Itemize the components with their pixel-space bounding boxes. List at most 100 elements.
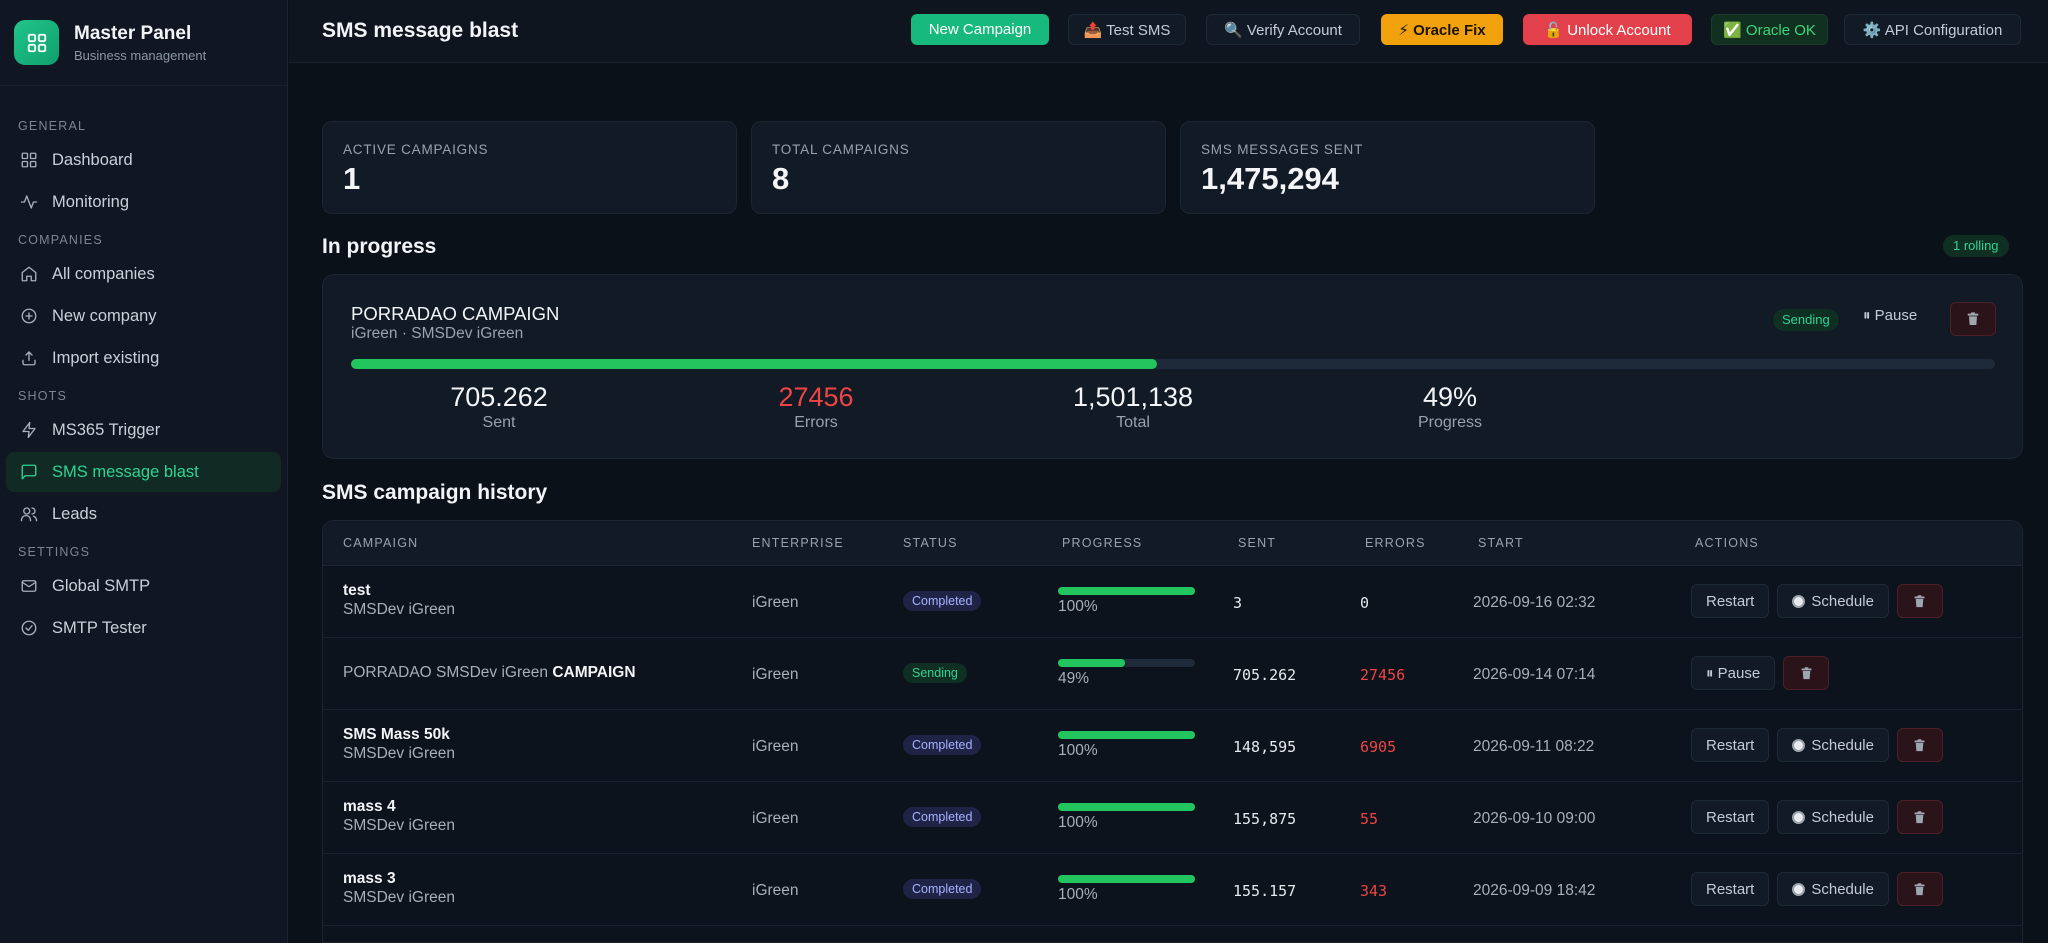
- delete-row-button[interactable]: [1783, 656, 1830, 690]
- schedule-button[interactable]: Schedule: [1777, 728, 1889, 762]
- restart-button[interactable]: Restart: [1691, 800, 1770, 834]
- sidebar-item-label: New company: [52, 306, 157, 325]
- table-row: mass 3 SMSDev iGreen iGreen Completed 100% 15…: [323, 854, 2022, 926]
- sent-cell: 155.157: [1233, 882, 1297, 900]
- metric-value: 27456: [778, 382, 854, 412]
- status-badge: Completed: [903, 735, 982, 755]
- column-header-sent: SENT: [1238, 536, 1277, 550]
- status-cell: Completed: [903, 735, 982, 755]
- progress-percent: 100%: [1058, 814, 1098, 831]
- schedule-button[interactable]: Schedule: [1777, 872, 1889, 906]
- status-badge: Completed: [903, 879, 982, 899]
- restart-button[interactable]: Restart: [1691, 728, 1770, 762]
- campaign-sub: SMSDev iGreen: [343, 745, 455, 762]
- metric-sent: 705.262 Sent: [349, 382, 649, 432]
- delete-row-button[interactable]: [1896, 728, 1943, 762]
- restart-button[interactable]: Restart: [1691, 872, 1770, 906]
- grid-icon: [21, 152, 37, 168]
- upload-icon: [22, 351, 36, 366]
- oracle-ok-button[interactable]: ✅ Oracle OK: [1711, 14, 1828, 45]
- column-header-progress: PROGRESS: [1062, 536, 1143, 550]
- sidebar-item-new-company[interactable]: New company: [6, 296, 281, 336]
- sidebar-item-ms365-trigger[interactable]: MS365 Trigger: [6, 410, 281, 450]
- new-campaign-button[interactable]: New Campaign: [911, 14, 1049, 45]
- column-header-status: STATUS: [903, 536, 958, 550]
- row-progress-bar: [1058, 659, 1195, 667]
- sidebar-item-sms-message-blast[interactable]: SMS message blast: [6, 452, 281, 492]
- column-header-errors: ERRORS: [1365, 536, 1426, 550]
- nav-section-label: SETTINGS: [18, 545, 91, 559]
- row-progress-bar: [1058, 587, 1195, 595]
- start-cell: 2026-09-09 18:42: [1473, 882, 1596, 899]
- sidebar-item-dashboard[interactable]: Dashboard: [6, 140, 281, 180]
- sidebar-item-leads[interactable]: Leads: [6, 494, 281, 534]
- start-cell: 2026-09-10 09:00: [1473, 810, 1596, 827]
- sidebar-item-all-companies[interactable]: All companies: [6, 254, 281, 294]
- activity-icon: [20, 195, 38, 209]
- unlock-account-button[interactable]: 🔓 Unlock Account: [1523, 14, 1692, 45]
- metric-value: 705.262: [450, 382, 548, 412]
- metric-value: 1,501,138: [1072, 382, 1194, 412]
- sidebar-item-import-existing[interactable]: Import existing: [6, 338, 281, 378]
- table-row: PORRADAO SMSDev iGreen CAMPAIGN iGreen Sen…: [323, 638, 2022, 710]
- sidebar-item-smtp-tester[interactable]: SMTP Tester: [6, 608, 281, 648]
- sidebar-item-monitoring[interactable]: Monitoring: [6, 182, 281, 222]
- trash-icon: [1914, 738, 1925, 751]
- stat-sms-sent: SMS MESSAGES SENT 1,475,294: [1180, 121, 1595, 214]
- campaign-name: SMS Mass 50k: [343, 726, 450, 743]
- sent-cell: 705.262: [1233, 666, 1297, 684]
- trash-icon: [1801, 666, 1812, 679]
- restart-button[interactable]: Restart: [1691, 584, 1770, 618]
- action-label: Schedule: [1811, 880, 1874, 898]
- api-configuration-button[interactable]: ⚙️ API Configuration: [1844, 14, 2021, 45]
- in-progress-title: In progress: [322, 235, 437, 258]
- campaign-name: mass 3: [343, 870, 396, 887]
- stat-value: 1: [343, 161, 361, 196]
- actions-cell: Restart Schedule: [1691, 728, 1943, 762]
- clock-icon: [1792, 738, 1806, 752]
- active-campaign-card: PORRADAO CAMPAIGN iGreen · SMSDev iGreen…: [322, 274, 2023, 459]
- test-sms-button[interactable]: 📤 Test SMS: [1068, 14, 1186, 45]
- progress-percent: 49%: [1058, 670, 1090, 687]
- status-badge: Completed: [903, 807, 982, 827]
- progress-cell: 100%: [1058, 731, 1195, 760]
- action-label: Restart: [1706, 808, 1755, 826]
- stat-label: TOTAL CAMPAIGNS: [772, 142, 910, 157]
- campaign-sub: SMSDev iGreen: [343, 889, 455, 906]
- mail-icon: [21, 580, 37, 592]
- delete-row-button[interactable]: [1896, 800, 1943, 834]
- delete-row-button[interactable]: [1896, 872, 1943, 906]
- status-cell: Completed: [903, 807, 982, 827]
- trash-icon: [1967, 312, 1979, 325]
- row-progress-fill: [1058, 659, 1126, 667]
- sidebar-item-label: MS365 Trigger: [52, 420, 161, 439]
- campaign-progress-fill: [351, 359, 1157, 369]
- status-badge: Sending: [1773, 309, 1839, 331]
- oracle-fix-button[interactable]: ⚡ Oracle Fix: [1381, 14, 1503, 45]
- delete-campaign-button[interactable]: [1950, 302, 1996, 336]
- pause-button[interactable]: ⏸ Pause: [1863, 307, 1918, 324]
- verify-account-button[interactable]: 🔍 Verify Account: [1206, 14, 1360, 45]
- status-cell: Sending: [903, 663, 967, 683]
- plus-circle-icon: [21, 308, 37, 324]
- errors-cell: 343: [1360, 882, 1388, 900]
- trash-icon: [1914, 594, 1925, 607]
- delete-row-button[interactable]: [1896, 584, 1943, 618]
- schedule-button[interactable]: Schedule: [1777, 800, 1889, 834]
- campaign-cell: SMS Mass 50k SMSDev iGreen: [343, 726, 455, 763]
- schedule-button[interactable]: Schedule: [1777, 584, 1889, 618]
- check-circle-icon: [21, 620, 37, 636]
- sent-cell: 3: [1233, 594, 1243, 612]
- sidebar-item-label: Monitoring: [52, 192, 130, 211]
- sidebar-item-global-smtp[interactable]: Global SMTP: [6, 566, 281, 606]
- campaign-cell: test SMSDev iGreen: [343, 582, 455, 619]
- row-progress-fill: [1058, 875, 1195, 883]
- metric-label: Errors: [794, 414, 838, 431]
- errors-cell: 27456: [1360, 666, 1406, 684]
- pause-button[interactable]: ⏸ Pause: [1691, 656, 1776, 690]
- trash-icon: [1914, 882, 1925, 895]
- column-header-campaign: CAMPAIGN: [343, 536, 419, 550]
- users-icon: [20, 507, 38, 522]
- action-label: Schedule: [1811, 736, 1874, 754]
- page-title: SMS message blast: [322, 19, 519, 42]
